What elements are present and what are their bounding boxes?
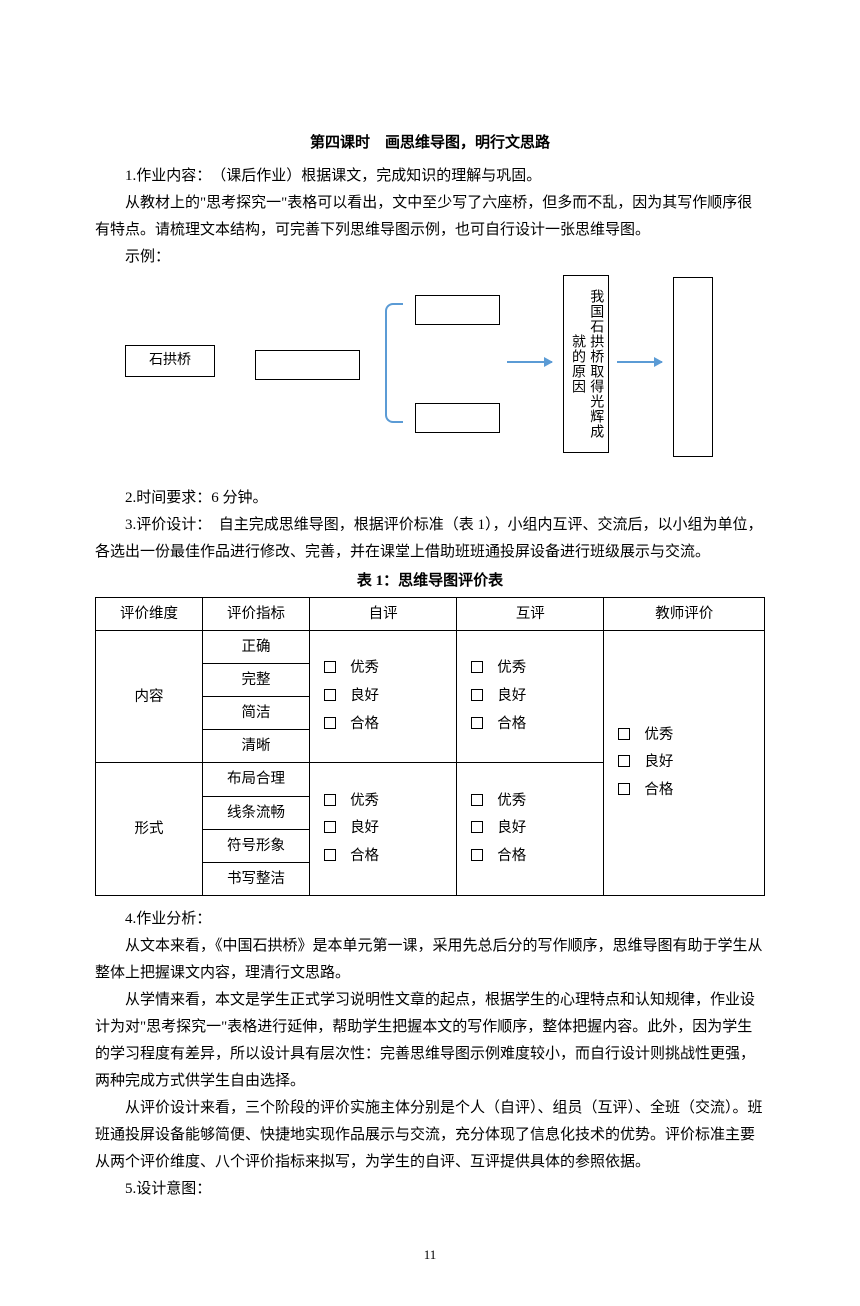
table-row: 内容 正确 优秀 良好 合格 优秀 良好 合格 优秀 良好 合格 (96, 631, 765, 664)
checkbox-icon[interactable] (324, 821, 336, 833)
fc-bracket (385, 303, 403, 423)
th-self: 自评 (310, 598, 457, 631)
section-1-body: 从教材上的"思考探究一"表格可以看出，文中至少写了六座桥，但多而不乱，因为其写作… (95, 190, 765, 244)
checkbox-icon[interactable] (471, 689, 483, 701)
th-indicator: 评价指标 (203, 598, 310, 631)
cell-indicator: 线条流畅 (203, 796, 310, 829)
checkbox-icon[interactable] (471, 661, 483, 673)
checkbox-icon[interactable] (471, 794, 483, 806)
page-number: 11 (95, 1243, 765, 1266)
fc-box-1: 石拱桥 (125, 345, 215, 377)
cell-indicator: 完整 (203, 664, 310, 697)
section-5-label: 5.设计意图： (95, 1176, 765, 1203)
checkbox-icon[interactable] (618, 783, 630, 795)
cell-dim-content: 内容 (96, 631, 203, 763)
evaluation-table: 评价维度 评价指标 自评 互评 教师评价 内容 正确 优秀 良好 合格 优秀 良… (95, 597, 765, 896)
fc-box-2-blank (255, 350, 360, 380)
cell-indicator: 正确 (203, 631, 310, 664)
checkbox-icon[interactable] (471, 849, 483, 861)
section-2: 2.时间要求：6 分钟。 (95, 485, 765, 512)
section-1-label: 1.作业内容： （课后作业）根据课文，完成知识的理解与巩固。 (95, 163, 765, 190)
checkbox-icon[interactable] (324, 717, 336, 729)
cell-peer-eval-2: 优秀 良好 合格 (457, 763, 604, 895)
th-dimension: 评价维度 (96, 598, 203, 631)
mindmap-diagram: 石拱桥 我国石拱桥取得光辉成就的原因 (95, 275, 765, 485)
cell-indicator: 清晰 (203, 730, 310, 763)
checkbox-icon[interactable] (324, 661, 336, 673)
cell-self-eval-2: 优秀 良好 合格 (310, 763, 457, 895)
cell-indicator: 书写整洁 (203, 862, 310, 895)
checkbox-icon[interactable] (324, 794, 336, 806)
checkbox-icon[interactable] (618, 755, 630, 767)
checkbox-icon[interactable] (471, 717, 483, 729)
cell-peer-eval-1: 优秀 良好 合格 (457, 631, 604, 763)
section-4-label: 4.作业分析： (95, 906, 765, 933)
analysis-p2: 从学情来看，本文是学生正式学习说明性文章的起点，根据学生的心理特点和认知规律，作… (95, 987, 765, 1095)
cell-dim-form: 形式 (96, 763, 203, 895)
fc-arrow-2 (617, 361, 662, 363)
fc-box-4: 我国石拱桥取得光辉成就的原因 (563, 275, 609, 453)
cell-self-eval-1: 优秀 良好 合格 (310, 631, 457, 763)
fc-arrow-1 (507, 361, 552, 363)
example-label: 示例： (95, 244, 765, 271)
cell-indicator: 简洁 (203, 697, 310, 730)
cell-indicator: 符号形象 (203, 829, 310, 862)
checkbox-icon[interactable] (471, 821, 483, 833)
section-3: 3.评价设计： 自主完成思维导图，根据评价标准（表 1），小组内互评、交流后，以… (95, 512, 765, 566)
fc-box-3a-blank (415, 295, 500, 325)
checkbox-icon[interactable] (618, 728, 630, 740)
table-caption: 表 1：思维导图评价表 (95, 568, 765, 595)
table-header-row: 评价维度 评价指标 自评 互评 教师评价 (96, 598, 765, 631)
th-teacher: 教师评价 (604, 598, 765, 631)
fc-box-5-blank (673, 277, 713, 457)
lesson-title: 第四课时 画思维导图，明行文思路 (95, 130, 765, 157)
analysis-p3: 从评价设计来看，三个阶段的评价实施主体分别是个人（自评）、组员（互评）、全班（交… (95, 1095, 765, 1176)
fc-box-3b-blank (415, 403, 500, 433)
th-peer: 互评 (457, 598, 604, 631)
checkbox-icon[interactable] (324, 689, 336, 701)
analysis-p1: 从文本来看，《中国石拱桥》是本单元第一课，采用先总后分的写作顺序，思维导图有助于… (95, 933, 765, 987)
cell-teacher-eval: 优秀 良好 合格 (604, 631, 765, 896)
checkbox-icon[interactable] (324, 849, 336, 861)
cell-indicator: 布局合理 (203, 763, 310, 796)
